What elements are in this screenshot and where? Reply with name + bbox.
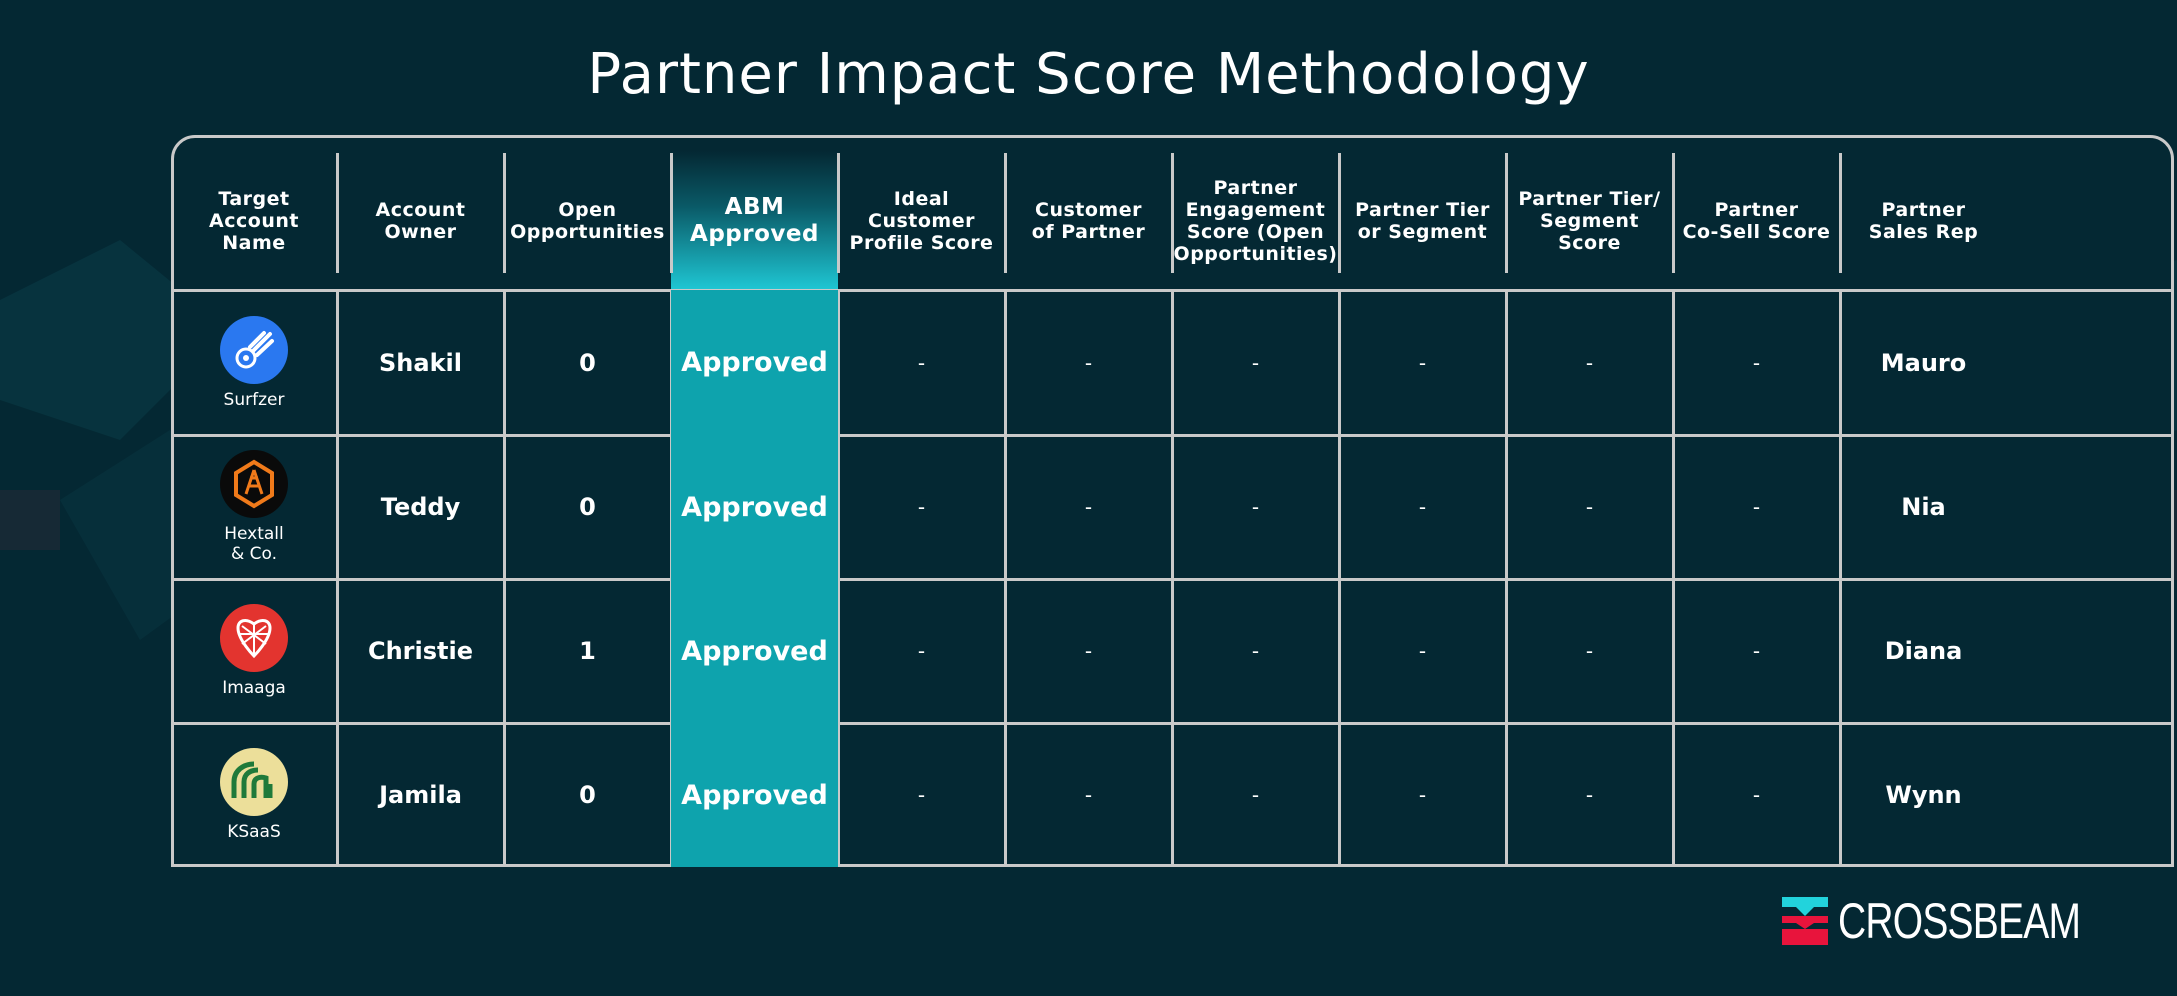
hexagon-tower-icon xyxy=(220,450,288,518)
partner-engagement-header: Partner Engagement Score (Open Opportuni… xyxy=(1173,176,1338,265)
partner-sales-rep-cell: Nia xyxy=(1901,493,1946,521)
icp-score-cell: - xyxy=(917,495,926,519)
column-divider xyxy=(336,290,339,867)
abm-approved-header: ABM Approved xyxy=(671,151,838,290)
column-divider xyxy=(503,290,506,867)
partner-tier-score-cell: - xyxy=(1585,783,1594,807)
icp-score-cell: - xyxy=(917,783,926,807)
account-name: Hextall & Co. xyxy=(224,524,284,564)
partner-sales-rep-header: Partner Sales Rep xyxy=(1868,198,1979,243)
open-opportunities-cell: 0 xyxy=(579,781,596,809)
column-divider xyxy=(1171,290,1174,867)
open-opportunities-cell: 0 xyxy=(579,348,596,377)
account-owner-cell: Teddy xyxy=(380,493,461,521)
customer-of-partner-cell: - xyxy=(1084,495,1093,519)
target-account-cell: KSaaS xyxy=(171,723,337,867)
target-account-cell: Surfzer xyxy=(171,290,337,435)
column-divider xyxy=(1839,290,1842,867)
logo-bottom-bar xyxy=(1782,929,1828,945)
partner-engagement-cell: - xyxy=(1251,639,1260,663)
abm-approved-cell: Approved xyxy=(671,579,838,723)
partner-tier-score-cell: - xyxy=(1585,350,1594,375)
page-title: Partner Impact Score Methodology xyxy=(587,42,1590,107)
account-owner-cell: Shakil xyxy=(379,348,462,377)
crossbeam-brand: CROSSBEAM xyxy=(1782,892,2149,950)
partner-tier-score-cell: - xyxy=(1585,639,1594,663)
abm-approved-cell: Approved xyxy=(671,723,838,867)
logo-bottom-notch xyxy=(1796,923,1814,929)
partner-tier-cell: - xyxy=(1418,639,1427,663)
icp-score-cell: - xyxy=(917,639,926,663)
partner-cosell-cell: - xyxy=(1752,639,1761,663)
partner-engagement-cell: - xyxy=(1251,783,1260,807)
logo-top-notch xyxy=(1796,907,1814,916)
crossbeam-logo-icon xyxy=(1782,897,1828,945)
header-separator xyxy=(503,153,506,273)
column-divider xyxy=(1338,290,1341,867)
column-divider xyxy=(1672,290,1675,867)
account-owner-header: Account Owner xyxy=(375,198,466,243)
customer-of-partner-cell: - xyxy=(1084,350,1093,375)
logo-top-bar xyxy=(1782,897,1828,907)
open-opportunities-header: Open Opportunities xyxy=(510,198,665,243)
partner-sales-rep-cell: Wynn xyxy=(1885,781,1962,809)
partner-tier-cell: - xyxy=(1418,783,1427,807)
account-name: Surfzer xyxy=(223,389,285,410)
partner-tier-score-cell: - xyxy=(1585,495,1594,519)
partner-sales-rep-cell: Mauro xyxy=(1880,348,1967,377)
partner-cosell-cell: - xyxy=(1752,350,1761,375)
partner-tier-cell: - xyxy=(1418,495,1427,519)
icp-score-header: Ideal Customer Profile Score xyxy=(849,187,994,254)
header-separator xyxy=(670,153,673,273)
open-opportunities-cell: 1 xyxy=(579,637,596,665)
account-owner-cell: Jamila xyxy=(379,781,462,809)
target-account-cell: Imaaga xyxy=(171,579,337,723)
comet-icon xyxy=(220,315,288,384)
arches-icon xyxy=(220,748,288,816)
customer-of-partner-header: Customer of Partner xyxy=(1031,198,1146,243)
target-account-header: Target Account Name xyxy=(209,187,299,254)
column-divider xyxy=(837,290,840,867)
shield-lattice-icon xyxy=(220,604,288,672)
partner-tier-header: Partner Tier or Segment xyxy=(1355,198,1490,243)
abm-approved-cell: Approved xyxy=(671,290,838,435)
abm-approved-cell: Approved xyxy=(671,435,838,579)
header-separator xyxy=(1338,153,1341,273)
header-separator xyxy=(336,153,339,273)
customer-of-partner-cell: - xyxy=(1084,783,1093,807)
header-separator xyxy=(1839,153,1842,273)
partner-tier-cell: - xyxy=(1418,350,1427,375)
partner-sales-rep-cell: Diana xyxy=(1884,637,1963,665)
partner-cosell-cell: - xyxy=(1752,495,1761,519)
target-account-cell: Hextall & Co. xyxy=(171,435,337,579)
account-name: Imaaga xyxy=(222,678,286,698)
logo-mid-bar xyxy=(1782,916,1828,923)
header-separator xyxy=(1004,153,1007,273)
icp-score-cell: - xyxy=(917,350,926,375)
brand-name: CROSSBEAM xyxy=(1838,893,2081,949)
column-divider xyxy=(1004,290,1007,867)
partner-cosell-cell: - xyxy=(1752,783,1761,807)
column-divider xyxy=(1505,290,1508,867)
header-separator xyxy=(837,153,840,273)
account-owner-cell: Christie xyxy=(367,637,474,665)
partner-engagement-cell: - xyxy=(1251,350,1260,375)
partner-engagement-cell: - xyxy=(1251,495,1260,519)
header-separator xyxy=(1505,153,1508,273)
open-opportunities-cell: 0 xyxy=(579,493,596,521)
account-name: KSaaS xyxy=(227,822,281,842)
customer-of-partner-cell: - xyxy=(1084,639,1093,663)
partner-cosell-header: Partner Co-Sell Score xyxy=(1682,198,1831,243)
header-separator xyxy=(1672,153,1675,273)
header-separator xyxy=(1171,153,1174,273)
partner-tier-score-header: Partner Tier/ Segment Score xyxy=(1518,187,1661,254)
